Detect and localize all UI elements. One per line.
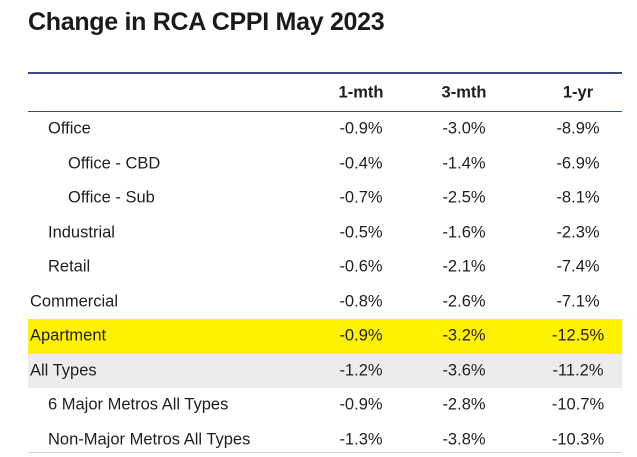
row-value-1-mth: -1.2% — [321, 361, 401, 380]
row-value-3-mth: -3.0% — [424, 120, 504, 139]
table-row: Apartment -0.9% -3.2% -12.5% — [28, 319, 622, 354]
row-value-1-yr: -8.9% — [538, 120, 618, 139]
table-row: Office - Sub -0.7% -2.5% -8.1% — [28, 181, 622, 216]
row-label: Industrial — [48, 223, 115, 242]
row-value-3-mth: -1.4% — [424, 154, 504, 173]
table-row: Office -0.9% -3.0% -8.9% — [28, 112, 622, 147]
row-label: Apartment — [30, 327, 106, 346]
row-value-3-mth: -2.6% — [424, 292, 504, 311]
row-value-1-mth: -1.3% — [321, 430, 401, 449]
column-header-1mth: 1-mth — [321, 83, 401, 102]
row-value-1-yr: -6.9% — [538, 154, 618, 173]
row-value-1-yr: -12.5% — [538, 327, 618, 346]
table-bottom-rule — [28, 452, 622, 453]
row-value-1-yr: -11.2% — [538, 361, 618, 380]
row-value-1-yr: -7.4% — [538, 258, 618, 277]
row-value-1-yr: -10.3% — [538, 430, 618, 449]
row-value-1-mth: -0.9% — [321, 120, 401, 139]
table-row: Office - CBD -0.4% -1.4% -6.9% — [28, 147, 622, 182]
row-value-1-mth: -0.9% — [321, 327, 401, 346]
row-label: Office - Sub — [68, 189, 155, 208]
row-value-1-yr: -7.1% — [538, 292, 618, 311]
row-label: Office - CBD — [68, 154, 160, 173]
row-label: Commercial — [30, 292, 118, 311]
row-value-1-yr: -2.3% — [538, 223, 618, 242]
row-value-1-mth: -0.9% — [321, 396, 401, 415]
row-label: 6 Major Metros All Types — [48, 396, 228, 415]
row-value-3-mth: -2.1% — [424, 258, 504, 277]
table-header-row: 1-mth 3-mth 1-yr — [28, 74, 622, 112]
row-value-3-mth: -3.6% — [424, 361, 504, 380]
row-value-1-yr: -8.1% — [538, 189, 618, 208]
row-label: Non-Major Metros All Types — [48, 430, 250, 449]
column-header-3mth: 3-mth — [424, 83, 504, 102]
row-value-3-mth: -2.8% — [424, 396, 504, 415]
row-label: Office — [48, 120, 91, 139]
table-row: Retail -0.6% -2.1% -7.4% — [28, 250, 622, 285]
column-header-1yr: 1-yr — [538, 83, 618, 102]
table-row: Industrial -0.5% -1.6% -2.3% — [28, 216, 622, 251]
table-row: 6 Major Metros All Types -0.9% -2.8% -10.7% — [28, 388, 622, 423]
page-title: Change in RCA CPPI May 2023 — [28, 8, 384, 37]
row-value-1-mth: -0.8% — [321, 292, 401, 311]
row-value-1-mth: -0.4% — [321, 154, 401, 173]
table-row: Commercial -0.8% -2.6% -7.1% — [28, 285, 622, 320]
table-row: All Types -1.2% -3.6% -11.2% — [28, 354, 622, 389]
row-value-3-mth: -1.6% — [424, 223, 504, 242]
row-value-1-mth: -0.6% — [321, 258, 401, 277]
row-label: All Types — [30, 361, 97, 380]
row-value-1-mth: -0.5% — [321, 223, 401, 242]
row-value-3-mth: -3.8% — [424, 430, 504, 449]
row-value-3-mth: -3.2% — [424, 327, 504, 346]
row-label: Retail — [48, 258, 90, 277]
cppi-table: 1-mth 3-mth 1-yr Office-0.9%-3.0%-8.9%Of… — [28, 72, 622, 457]
row-value-1-mth: -0.7% — [321, 189, 401, 208]
row-value-3-mth: -2.5% — [424, 189, 504, 208]
row-value-1-yr: -10.7% — [538, 396, 618, 415]
